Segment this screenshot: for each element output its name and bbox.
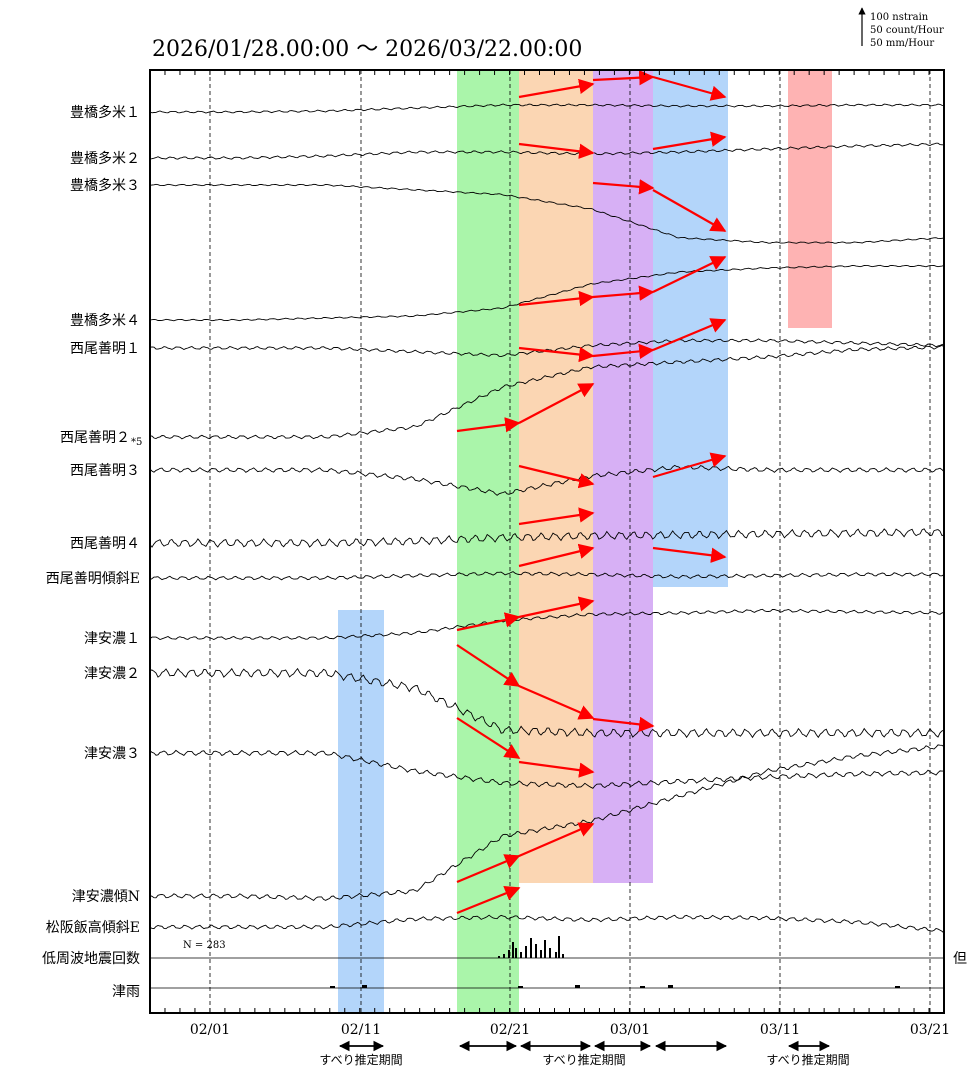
eq-count-n: N = 283 xyxy=(183,940,226,951)
eq-bar-7 xyxy=(525,946,527,958)
series-label-12: 津安濃３ xyxy=(84,746,140,762)
eq-bar-4 xyxy=(512,942,514,958)
series-label-14: 松阪飯高傾斜E xyxy=(46,919,140,936)
series-label-1: 豊橋多米１ xyxy=(70,104,140,121)
rain-bar-3 xyxy=(518,986,523,988)
eq-bar-1 xyxy=(498,956,500,958)
rain-bar-6 xyxy=(668,985,673,988)
scale-legend-strain: 100 nstrain xyxy=(870,12,929,23)
series-label-3: 豊橋多米３ xyxy=(70,177,140,194)
eq-bar-3 xyxy=(508,950,510,958)
series-label-5: 西尾善明１ xyxy=(70,341,140,357)
rain-bar-1 xyxy=(330,986,335,988)
eq-bar-5 xyxy=(515,948,517,958)
slip-label-1: すべり推定期間 xyxy=(319,1052,402,1067)
x-tick-label-1: 02/01 xyxy=(190,1022,230,1038)
series-note-6: *5 xyxy=(131,437,142,448)
rain-bar-2 xyxy=(362,985,367,988)
eq-count-label: 低周波地震回数 xyxy=(42,951,140,967)
eq-bar-13 xyxy=(555,952,557,958)
rain-bar-4 xyxy=(575,985,580,988)
eq-bar-9 xyxy=(535,944,537,958)
x-tick-label-5: 03/11 xyxy=(760,1022,800,1038)
x-tick-label-3: 02/21 xyxy=(490,1022,530,1038)
series-label-8: 西尾善明４ xyxy=(70,536,140,552)
shaded-period-6 xyxy=(788,70,832,328)
x-tick-label-6: 03/21 xyxy=(910,1022,950,1038)
x-tick-label-4: 03/01 xyxy=(610,1022,650,1038)
rain-bar-5 xyxy=(640,986,645,988)
eq-bar-15 xyxy=(562,954,564,958)
scale-legend-count: 50 count/Hour xyxy=(870,25,944,36)
eq-bar-11 xyxy=(544,940,546,958)
series-label-2: 豊橋多米２ xyxy=(70,150,140,167)
rain-label: 津雨 xyxy=(112,984,140,1000)
series-label-7: 西尾善明３ xyxy=(70,463,140,479)
slip-label-2: すべり推定期間 xyxy=(542,1052,625,1067)
x-tick-label-2: 02/11 xyxy=(341,1022,381,1038)
eq-bar-8 xyxy=(530,938,532,958)
series-label-4: 豊橋多米４ xyxy=(70,312,140,329)
scale-legend-rain: 50 mm/Hour xyxy=(870,38,934,49)
series-line-14 xyxy=(150,915,944,933)
series-label-13: 津安濃傾N xyxy=(72,889,140,905)
eq-bar-10 xyxy=(540,950,542,958)
scale-legend: 100 nstrain 50 count/Hour 50 mm/Hour xyxy=(862,8,944,49)
eq-bar-6 xyxy=(520,952,522,958)
series-label-9: 西尾善明傾斜E xyxy=(46,571,140,587)
eq-bar-2 xyxy=(503,954,505,958)
eq-right-label: 但 xyxy=(953,951,967,967)
eq-bar-14 xyxy=(558,936,560,958)
series-label-6: 西尾善明２ xyxy=(60,430,130,446)
series-label-11: 津安濃２ xyxy=(84,666,140,682)
slip-label-3: すべり推定期間 xyxy=(766,1052,849,1067)
chart-title: 2026/01/28.00:00 ～ 2026/03/22.00:00 xyxy=(152,37,582,62)
eq-bar-12 xyxy=(549,948,551,958)
series-label-10: 津安濃１ xyxy=(84,631,140,647)
rain-bar-7 xyxy=(895,986,900,988)
